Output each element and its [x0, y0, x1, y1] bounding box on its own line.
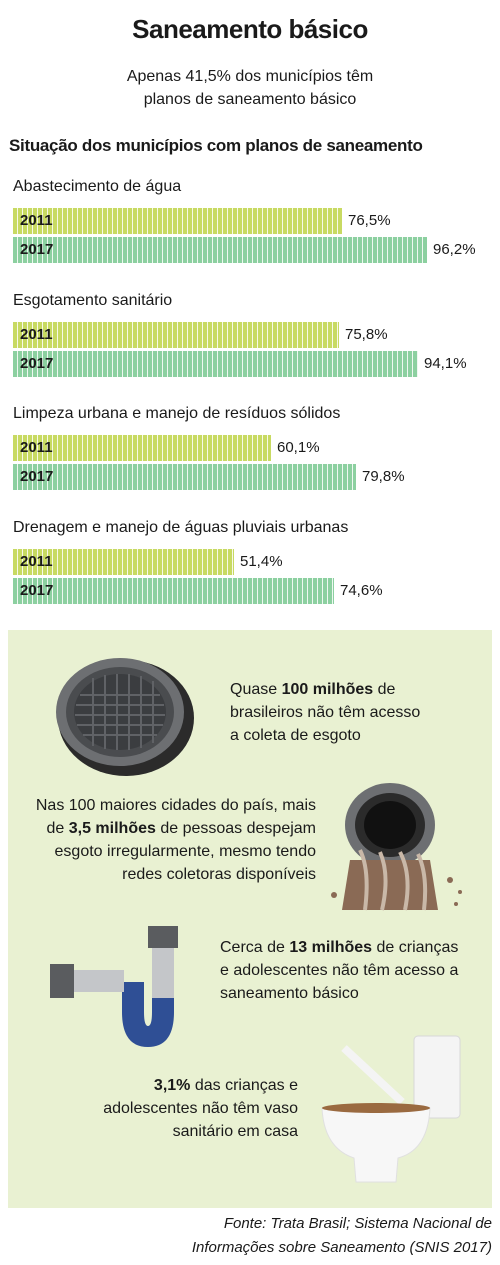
category-label: Limpeza urbana e manejo de resíduos sóli…	[13, 405, 341, 422]
subtitle: Apenas 41,5% dos municípios têm planos d…	[0, 65, 500, 111]
source-note: Fonte: Trata Brasil; Sistema Nacional de…	[191, 1215, 492, 1256]
chart-title: Situação dos municípios com planos de sa…	[9, 136, 423, 155]
toilet-icon	[321, 1035, 461, 1183]
category-label: Drenagem e manejo de águas pluviais urba…	[13, 519, 349, 536]
series-label: 2017	[20, 582, 54, 599]
fact-4-highlight: 3,1%	[153, 1077, 191, 1094]
bar-2011	[13, 435, 271, 461]
manhole-cover-icon	[56, 658, 194, 776]
series-label: 2017	[20, 241, 54, 258]
bar-2011	[13, 322, 339, 348]
data-label: 94,1%	[424, 355, 467, 372]
bar-2011	[13, 549, 234, 575]
data-label: 76,5%	[348, 212, 391, 229]
series-label: 2017	[20, 468, 54, 485]
bar-2017	[13, 237, 427, 263]
data-label: 96,2%	[433, 241, 476, 258]
fact-1: Quase 100 milhões de brasileiros não têm…	[230, 681, 421, 744]
fact-4: 3,1% das crianças e adolescentes não têm…	[103, 1077, 298, 1140]
series-label: 2011	[20, 439, 53, 456]
series-label: 2011	[20, 326, 53, 343]
fact-3: Cerca de 13 milhões de crianças e adoles…	[220, 939, 459, 1002]
fact-3-highlight: 13 milhões	[289, 939, 373, 956]
fact-1-highlight: 100 milhões	[281, 681, 374, 698]
bar-2011	[13, 208, 342, 234]
page-title: Saneamento básico	[132, 14, 368, 44]
series-label: 2017	[20, 355, 54, 372]
data-label: 75,8%	[345, 326, 388, 343]
facts-panel: Quase 100 milhões de brasileiros não têm…	[8, 630, 492, 1208]
series-label: 2011	[20, 212, 53, 229]
bar-2017	[13, 464, 356, 490]
data-label: 79,8%	[362, 468, 405, 485]
drain-pipe-icon	[50, 926, 178, 1047]
fact-2-highlight: 3,5 milhões	[68, 820, 156, 837]
data-label: 51,4%	[240, 553, 283, 570]
bar-2017	[13, 351, 418, 377]
subtitle-line-2: planos de saneamento básico	[143, 91, 357, 108]
subtitle-line-1: Apenas 41,5% dos municípios têm	[126, 68, 374, 85]
data-label: 74,6%	[340, 582, 383, 599]
sewage-pipe-icon	[331, 783, 462, 911]
fact-2: Nas 100 maiores cidades do país, mais de…	[35, 797, 316, 883]
data-label: 60,1%	[277, 439, 320, 456]
series-label: 2011	[20, 553, 53, 570]
bar-2017	[13, 578, 334, 604]
category-label: Abastecimento de água	[13, 178, 182, 195]
category-label: Esgotamento sanitário	[13, 292, 173, 309]
